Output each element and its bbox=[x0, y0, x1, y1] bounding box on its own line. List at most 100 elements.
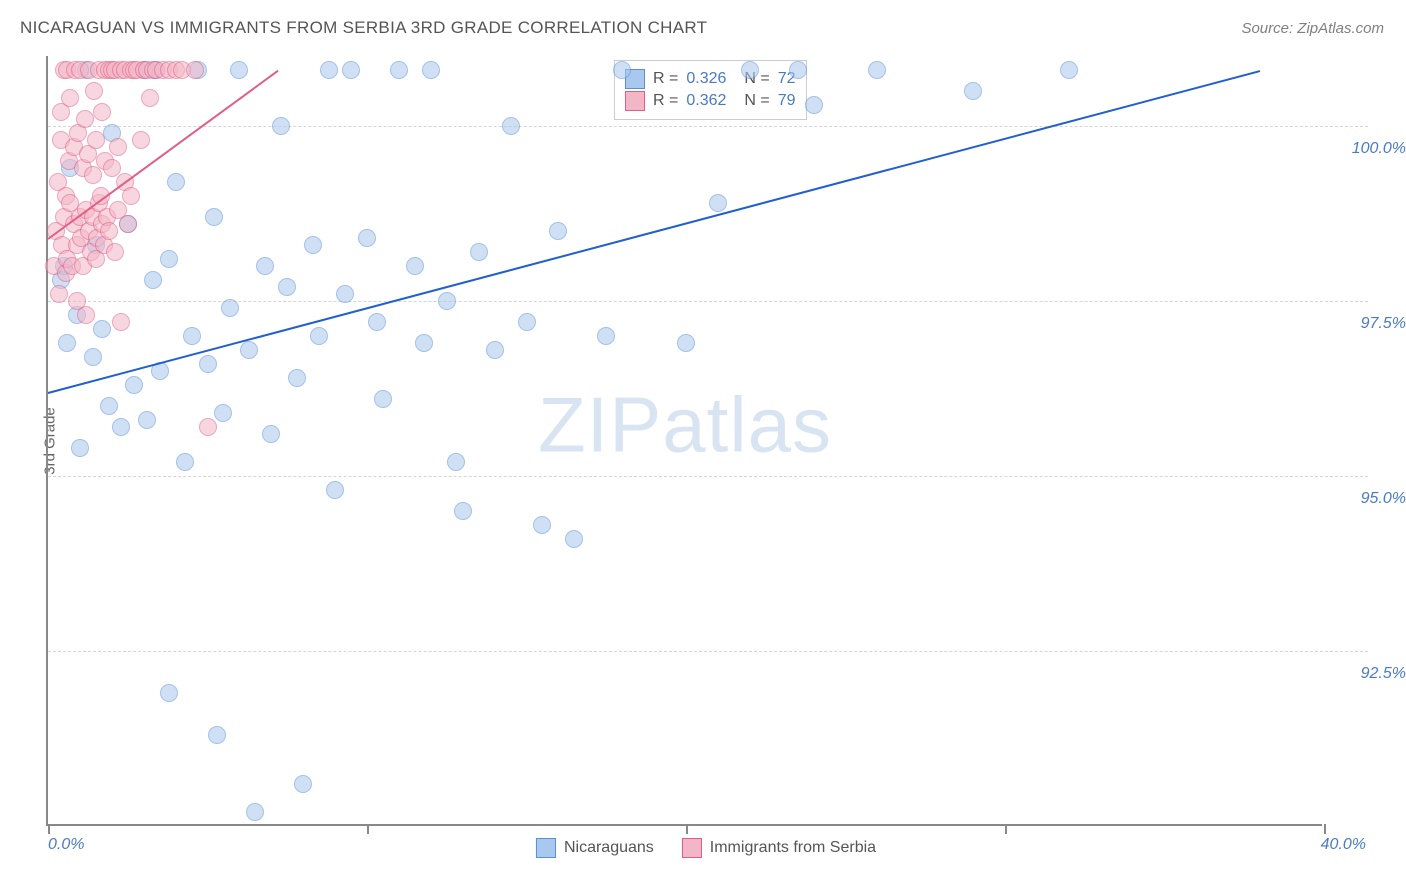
legend-swatch bbox=[682, 838, 702, 858]
data-point bbox=[262, 425, 280, 443]
x-tick bbox=[686, 824, 688, 834]
data-point bbox=[310, 327, 328, 345]
data-point bbox=[342, 61, 360, 79]
r-label: R = bbox=[653, 92, 678, 110]
data-point bbox=[502, 117, 520, 135]
data-point bbox=[304, 236, 322, 254]
data-point bbox=[205, 208, 223, 226]
data-point bbox=[106, 243, 124, 261]
data-point bbox=[805, 96, 823, 114]
data-point bbox=[208, 726, 226, 744]
data-point bbox=[141, 89, 159, 107]
x-tick bbox=[367, 824, 369, 834]
plot-area: ZIPatlas R =0.326N =72R =0.362N =79 0.0%… bbox=[46, 56, 1322, 826]
data-point bbox=[125, 376, 143, 394]
data-point bbox=[240, 341, 258, 359]
data-point bbox=[709, 194, 727, 212]
r-value: 0.326 bbox=[686, 70, 726, 88]
data-point bbox=[50, 285, 68, 303]
series-legend: Nicaraguans Immigrants from Serbia bbox=[536, 838, 876, 858]
data-point bbox=[549, 222, 567, 240]
data-point bbox=[84, 166, 102, 184]
data-point bbox=[390, 61, 408, 79]
data-point bbox=[868, 61, 886, 79]
data-point bbox=[278, 278, 296, 296]
y-tick-label: 100.0% bbox=[1352, 140, 1406, 158]
correlation-legend: R =0.326N =72R =0.362N =79 bbox=[614, 60, 807, 120]
data-point bbox=[100, 397, 118, 415]
x-tick-label: 0.0% bbox=[48, 836, 84, 854]
data-point bbox=[741, 61, 759, 79]
data-point bbox=[71, 439, 89, 457]
data-point bbox=[438, 292, 456, 310]
data-point bbox=[246, 803, 264, 821]
data-point bbox=[160, 250, 178, 268]
watermark-bold: ZIP bbox=[538, 380, 662, 468]
data-point bbox=[85, 82, 103, 100]
data-point bbox=[288, 369, 306, 387]
data-point bbox=[326, 481, 344, 499]
x-tick bbox=[48, 824, 50, 834]
data-point bbox=[518, 313, 536, 331]
watermark-rest: atlas bbox=[662, 380, 832, 468]
legend-swatch bbox=[536, 838, 556, 858]
data-point bbox=[221, 299, 239, 317]
legend-label: Nicaraguans bbox=[564, 839, 654, 857]
chart-container: 3rd Grade ZIPatlas R =0.326N =72R =0.362… bbox=[46, 56, 1366, 826]
data-point bbox=[122, 187, 140, 205]
data-point bbox=[368, 313, 386, 331]
data-point bbox=[176, 453, 194, 471]
legend-item: Immigrants from Serbia bbox=[682, 838, 876, 858]
legend-row: R =0.362N =79 bbox=[625, 91, 796, 111]
gridline bbox=[48, 476, 1368, 477]
data-point bbox=[76, 110, 94, 128]
data-point bbox=[677, 334, 695, 352]
n-value: 79 bbox=[778, 92, 796, 110]
data-point bbox=[112, 418, 130, 436]
n-label: N = bbox=[744, 92, 769, 110]
y-tick-label: 95.0% bbox=[1361, 490, 1406, 508]
gridline bbox=[48, 301, 1368, 302]
data-point bbox=[422, 61, 440, 79]
data-point bbox=[533, 516, 551, 534]
data-point bbox=[789, 61, 807, 79]
data-point bbox=[336, 285, 354, 303]
r-label: R = bbox=[653, 70, 678, 88]
data-point bbox=[199, 418, 217, 436]
data-point bbox=[374, 390, 392, 408]
data-point bbox=[597, 327, 615, 345]
x-tick bbox=[1324, 824, 1326, 834]
data-point bbox=[100, 222, 118, 240]
data-point bbox=[320, 61, 338, 79]
gridline bbox=[48, 126, 1368, 127]
watermark: ZIPatlas bbox=[538, 379, 832, 470]
data-point bbox=[565, 530, 583, 548]
chart-title: NICARAGUAN VS IMMIGRANTS FROM SERBIA 3RD… bbox=[20, 18, 707, 38]
data-point bbox=[138, 411, 156, 429]
data-point bbox=[144, 271, 162, 289]
data-point bbox=[58, 334, 76, 352]
data-point bbox=[470, 243, 488, 261]
data-point bbox=[93, 320, 111, 338]
gridline bbox=[48, 651, 1368, 652]
data-point bbox=[167, 173, 185, 191]
legend-item: Nicaraguans bbox=[536, 838, 654, 858]
data-point bbox=[1060, 61, 1078, 79]
data-point bbox=[454, 502, 472, 520]
legend-row: R =0.326N =72 bbox=[625, 69, 796, 89]
data-point bbox=[109, 138, 127, 156]
data-point bbox=[199, 355, 217, 373]
data-point bbox=[256, 257, 274, 275]
data-point bbox=[160, 684, 178, 702]
data-point bbox=[406, 257, 424, 275]
y-tick-label: 92.5% bbox=[1361, 665, 1406, 683]
data-point bbox=[186, 61, 204, 79]
y-tick-label: 97.5% bbox=[1361, 315, 1406, 333]
legend-swatch bbox=[625, 91, 645, 111]
data-point bbox=[447, 453, 465, 471]
data-point bbox=[87, 131, 105, 149]
data-point bbox=[93, 103, 111, 121]
data-point bbox=[272, 117, 290, 135]
data-point bbox=[358, 229, 376, 247]
data-point bbox=[183, 327, 201, 345]
